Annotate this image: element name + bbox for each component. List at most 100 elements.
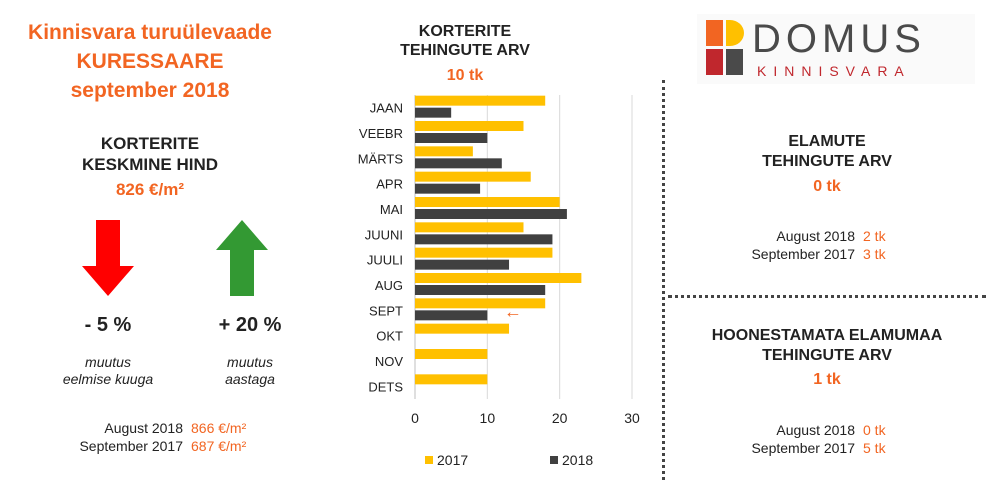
report-title-city: KURESSAARE: [76, 50, 224, 73]
compare-label: September 2017: [79, 438, 183, 454]
yearly-change-note-line2: aastaga: [225, 371, 275, 387]
apartments-chart-value: 10 tk: [446, 67, 484, 84]
x-tick-label: 30: [624, 410, 640, 426]
compare-label: September 2017: [751, 440, 855, 456]
x-tick-label: 0: [411, 410, 419, 426]
houses-title-line1: ELAMUTE: [788, 133, 866, 150]
apartments-chart-title-line2: TEHINGUTE ARV: [400, 42, 530, 59]
avg-price-compare-row: September 2017 687 €/m²: [68, 437, 246, 455]
bar-2017-nov: [415, 349, 488, 359]
apartments-chart-title: KORTERITE TEHINGUTE ARV: [340, 22, 590, 60]
bar-2017-märts: [415, 146, 473, 157]
monthly-change-pct: - 5 %: [84, 314, 132, 336]
compare-value: 866 €/m²: [191, 420, 247, 436]
avg-price-title: KORTERITE KESKMINE HIND: [0, 133, 300, 175]
domus-logo: [697, 14, 975, 84]
apartments-bar-chart: 0 10 20 30 JAAN VEEBR MÄRTS APR MAI JUUNI JUULI AUG…: [358, 95, 640, 468]
y-tick-label: JAAN: [370, 101, 403, 116]
domus-logo-word: DOMUS: [752, 17, 926, 61]
land-compare-row: September 2017 5 tk: [740, 439, 886, 457]
y-tick-label: NOV: [375, 354, 404, 369]
compare-value: 3 tk: [863, 246, 886, 262]
compare-value: 0 tk: [863, 422, 886, 438]
legend-label: 2017: [437, 452, 468, 468]
houses-compare: August 2018 2 tk September 2017 3 tk: [740, 227, 886, 263]
down-arrow-icon: [82, 220, 134, 296]
houses-title: ELAMUTE TEHINGUTE ARV: [668, 132, 986, 172]
houses-value: 0 tk: [813, 178, 841, 195]
bar-2017-aug: [415, 273, 582, 283]
bar-2018-mai: [415, 209, 567, 219]
houses-title-line2: TEHINGUTE ARV: [762, 153, 892, 170]
y-tick-label: APR: [376, 177, 403, 192]
apartments-chart-title-line1: KORTERITE: [418, 23, 512, 40]
compare-value: 2 tk: [863, 228, 886, 244]
houses-compare-row: August 2018 2 tk: [740, 227, 886, 245]
land-compare-row: August 2018 0 tk: [740, 421, 886, 439]
compare-value: 687 €/m²: [191, 438, 247, 454]
y-tick-label: DETS: [368, 379, 403, 394]
report-title: Kinnisvara turuülevaade KURESSAARE septe…: [0, 18, 300, 105]
bar-2017-sept: [415, 298, 546, 309]
x-tick-label: 20: [552, 410, 568, 426]
y-tick-label: MÄRTS: [358, 151, 404, 166]
land-title-line2: TEHINGUTE ARV: [762, 347, 892, 364]
legend-swatch-2018: [550, 456, 558, 464]
up-arrow-icon: [216, 220, 268, 296]
monthly-change-note-line2: eelmise kuuga: [62, 371, 154, 387]
avg-price-value: 826 €/m²: [115, 180, 185, 199]
report-title-period: september 2018: [70, 79, 230, 102]
bar-2018-aug: [415, 285, 546, 295]
bar-2017-jaan: [415, 95, 546, 106]
bar-2017-mai: [415, 197, 560, 207]
y-tick-label: MAI: [380, 202, 403, 217]
y-tick-label: JUUNI: [365, 227, 403, 242]
bar-2018-jaan: [415, 107, 452, 118]
bar-2017-apr: [415, 171, 531, 182]
sept-pointer-icon: ←: [504, 301, 522, 321]
monthly-change-note: muutus eelmise kuuga: [38, 354, 178, 388]
yearly-change-note-line1: muutus: [227, 354, 273, 370]
bar-2018-juuli: [415, 259, 510, 270]
bar-2017-veebr: [415, 121, 524, 131]
houses-compare-row: September 2017 3 tk: [740, 245, 886, 263]
bar-2018-veebr: [415, 133, 488, 143]
compare-value: 5 tk: [863, 440, 886, 456]
bar-2017-juuli: [415, 247, 553, 258]
land-title: HOONESTAMATA ELAMUMAA TEHINGUTE ARV: [668, 326, 986, 366]
y-tick-label: SEPT: [369, 303, 403, 318]
bar-2017-okt: [415, 323, 510, 334]
bar-2018-sept: [415, 310, 488, 321]
domus-logo-mark-icon: [706, 20, 744, 75]
vertical-divider: [662, 80, 665, 480]
avg-price-compare-row: August 2018 866 €/m²: [68, 419, 246, 437]
land-title-line1: HOONESTAMATA ELAMUMAA: [711, 327, 943, 344]
compare-label: August 2018: [104, 420, 183, 436]
compare-label: September 2017: [751, 246, 855, 262]
bar-2017-juuni: [415, 222, 524, 233]
compare-label: August 2018: [776, 422, 855, 438]
legend-label: 2018: [562, 452, 593, 468]
horizontal-divider: [668, 295, 986, 298]
bar-2018-juuni: [415, 234, 553, 245]
domus-logo-sub: KINNISVARA: [757, 63, 911, 79]
y-tick-label: OKT: [376, 329, 403, 344]
report-title-line1: Kinnisvara turuülevaade: [28, 21, 272, 44]
avg-price-title-line1: KORTERITE: [100, 134, 200, 153]
y-tick-label: JUULI: [367, 253, 403, 268]
x-tick-label: 10: [480, 410, 496, 426]
land-compare: August 2018 0 tk September 2017 5 tk: [740, 421, 886, 457]
bar-2018-märts: [415, 158, 502, 169]
compare-label: August 2018: [776, 228, 855, 244]
y-tick-label: AUG: [375, 278, 403, 293]
land-value: 1 tk: [813, 371, 841, 388]
legend-swatch-2017: [425, 456, 433, 464]
avg-price-title-line2: KESKMINE HIND: [81, 155, 218, 174]
bar-2018-apr: [415, 183, 481, 194]
avg-price-compare: August 2018 866 €/m² September 2017 687 €/…: [68, 419, 246, 455]
monthly-change-note-line1: muutus: [85, 354, 131, 370]
yearly-change-pct: + 20 %: [218, 314, 282, 336]
y-tick-label: VEEBR: [359, 126, 403, 141]
yearly-change-note: muutus aastaga: [180, 354, 320, 388]
bar-2017-dets: [415, 374, 488, 385]
